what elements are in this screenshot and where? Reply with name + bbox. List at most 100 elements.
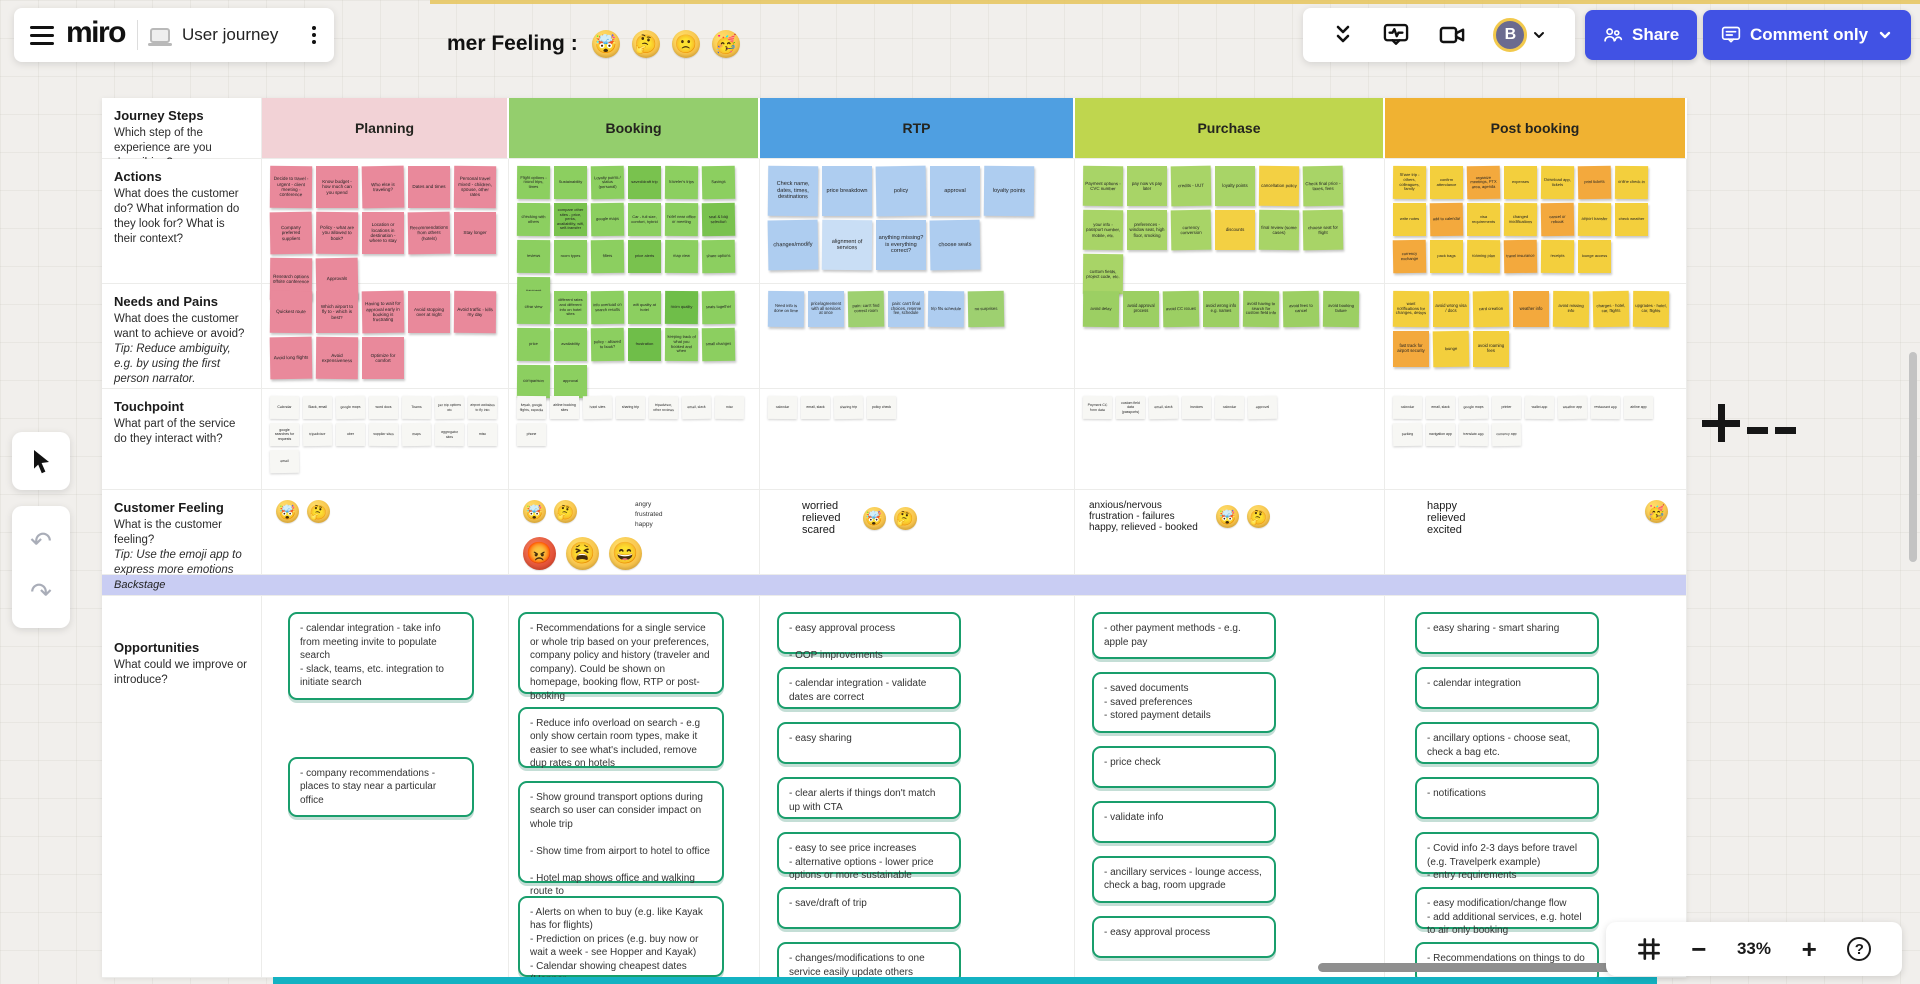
sticky-note[interactable]: preferences - window seat, high floor, s… bbox=[1127, 210, 1167, 250]
opportunity-card[interactable]: - saved documents - saved preferences - … bbox=[1092, 672, 1276, 733]
sticky-note[interactable]: room quality bbox=[664, 290, 699, 325]
sticky-note[interactable]: seats together bbox=[701, 290, 736, 325]
sticky-note[interactable]: maps bbox=[401, 422, 432, 447]
sticky-note[interactable]: no surprises bbox=[967, 290, 1005, 328]
sticky-note[interactable]: Need info is done on time bbox=[767, 290, 805, 328]
board-title[interactable]: User journey bbox=[182, 25, 279, 44]
sticky-note[interactable]: misc bbox=[468, 423, 497, 446]
opportunity-card[interactable]: - changes/modifications to one service e… bbox=[777, 942, 961, 977]
sticky-note[interactable]: Avoid stopping over at night bbox=[408, 291, 450, 333]
sticky-note[interactable]: fast track for airport security bbox=[1393, 331, 1429, 367]
sticky-note[interactable]: Location or locations in destination - w… bbox=[362, 212, 404, 254]
sticky-note[interactable]: lounge bbox=[1432, 330, 1470, 368]
sticky-note[interactable]: per trip options etc bbox=[434, 395, 465, 420]
opportunity-card[interactable]: - Reduce info overload on search - e.g o… bbox=[518, 706, 724, 769]
sticky-note[interactable]: checking with others bbox=[516, 202, 551, 237]
column-header-booking[interactable]: Booking bbox=[509, 98, 760, 159]
sticky-note[interactable]: approval bbox=[930, 166, 980, 216]
opportunity-card[interactable]: - ancillary services - lounge access, ch… bbox=[1092, 855, 1276, 903]
opportunity-card[interactable]: - Show ground transport options during s… bbox=[518, 780, 724, 897]
emoji-sticker[interactable]: 🤯 bbox=[523, 500, 546, 523]
sticky-note[interactable]: credits - UUT bbox=[1170, 165, 1212, 207]
sticky-note[interactable]: Recommendations from others (hotels) bbox=[407, 211, 451, 255]
comment-only-button[interactable]: Comment only bbox=[1703, 10, 1912, 60]
sticky-note[interactable]: Calendar bbox=[269, 395, 300, 420]
sticky-note[interactable]: google maps bbox=[590, 202, 625, 237]
sticky-note[interactable]: Who else is traveling? bbox=[361, 165, 405, 209]
emoji-sticker[interactable]: 😫 bbox=[566, 537, 599, 571]
sticky-note[interactable]: Know budget - how much can you spend bbox=[316, 166, 358, 208]
sticky-note[interactable]: online check-in bbox=[1614, 165, 1649, 200]
opportunity-card[interactable]: - easy to see price increases - alternat… bbox=[777, 832, 961, 881]
sticky-note[interactable]: airport transfer bbox=[1577, 202, 1612, 237]
column-header-rtp[interactable]: RTP bbox=[760, 98, 1075, 159]
journey-map-frame[interactable]: Journey Steps Which step of the experienc… bbox=[102, 98, 1687, 978]
sticky-note[interactable]: parking bbox=[1392, 422, 1423, 447]
sticky-note[interactable]: avoid CC issues bbox=[1162, 290, 1200, 328]
sticky-note[interactable]: availability bbox=[554, 328, 587, 361]
sticky-note[interactable]: avoid wrong info e.g. names bbox=[1203, 291, 1239, 327]
sticky-note[interactable]: choose seats bbox=[929, 219, 981, 271]
feeling-note[interactable]: worried relieved scared bbox=[802, 500, 841, 536]
sticky-note[interactable]: reviews bbox=[516, 239, 551, 274]
sticky-note[interactable]: Quickest route bbox=[269, 290, 313, 334]
sticky-note[interactable]: Avoid long flights bbox=[269, 336, 313, 380]
feeling-note[interactable]: happy relieved excited bbox=[1427, 500, 1466, 536]
sticky-note[interactable]: supplier sites bbox=[368, 422, 399, 447]
main-menu-icon[interactable] bbox=[30, 25, 54, 45]
avatar-chevron-icon[interactable] bbox=[1531, 27, 1547, 43]
sticky-note[interactable]: price/agreement with all services at onc… bbox=[808, 291, 844, 327]
reactions-icon[interactable] bbox=[1382, 21, 1410, 49]
sticky-note[interactable]: Payment CC form data bbox=[1082, 395, 1113, 420]
sticky-note[interactable]: small changes bbox=[701, 327, 736, 362]
sticky-note[interactable]: Car - full size, comfort, hybrid bbox=[628, 203, 661, 236]
sticky-note[interactable]: Having to wait for approval early in boo… bbox=[361, 290, 405, 334]
sticky-note[interactable]: organize meetings, PTX area, agenda bbox=[1466, 165, 1501, 200]
sticky-note[interactable]: Slack, email bbox=[303, 396, 332, 419]
sticky-note[interactable]: receipts bbox=[1540, 239, 1575, 274]
sticky-note[interactable]: choose seat for flight bbox=[1302, 209, 1344, 251]
sticky-note[interactable]: email, slack bbox=[681, 395, 712, 420]
opportunity-card[interactable]: - calendar integration - validate dates … bbox=[777, 667, 961, 709]
sticky-note[interactable]: write notes bbox=[1393, 203, 1426, 236]
sticky-note[interactable]: policy check bbox=[867, 396, 896, 419]
opportunity-card[interactable]: - easy approval process - OOP improvemen… bbox=[777, 612, 961, 661]
sticky-note[interactable]: travel insurance bbox=[1503, 239, 1538, 274]
sticky-note[interactable]: discounts bbox=[1215, 210, 1255, 250]
sticky-note[interactable]: email bbox=[269, 449, 300, 474]
column-header-planning[interactable]: Planning bbox=[262, 98, 509, 159]
emoji-sticker[interactable]: 🥳 bbox=[1645, 500, 1668, 523]
sticky-note[interactable]: printer bbox=[1492, 396, 1521, 419]
emoji-sticker[interactable]: 😡 bbox=[523, 537, 556, 571]
sticky-note[interactable]: kayak, google flights, expedia bbox=[516, 395, 547, 420]
sticky-note[interactable]: loyalty points bbox=[983, 165, 1035, 217]
sticky-note[interactable]: tripadvisor bbox=[302, 422, 333, 447]
opportunity-card[interactable]: - other payment methods - e.g. apple pay bbox=[1092, 612, 1276, 659]
emoji-sticker[interactable]: 🤯 bbox=[276, 500, 299, 523]
video-chat-icon[interactable] bbox=[1438, 21, 1466, 49]
zoom-level[interactable]: 33% bbox=[1736, 939, 1771, 958]
sticky-note[interactable]: changed modifications bbox=[1503, 202, 1538, 237]
horizontal-scrollbar[interactable] bbox=[1318, 963, 1656, 972]
emoji-sticker[interactable]: 🙁 bbox=[671, 30, 700, 58]
sticky-note[interactable]: avoid booking failure bbox=[1322, 290, 1360, 328]
emoji-sticker[interactable]: 🤔 bbox=[631, 30, 660, 58]
opportunity-card[interactable]: - calendar integration bbox=[1415, 667, 1599, 709]
sticky-note[interactable]: wifi quality at hotel bbox=[628, 291, 661, 324]
sticky-note[interactable]: pain: can't find correct room bbox=[847, 290, 885, 328]
sticky-note[interactable]: Loyalty points / status (personal) bbox=[590, 165, 625, 200]
sticky-note[interactable]: phone bbox=[517, 423, 546, 446]
share-button[interactable]: Share bbox=[1585, 10, 1698, 60]
opportunity-card[interactable]: - clear alerts if things don't match up … bbox=[777, 777, 961, 819]
sticky-note[interactable]: roaming plan bbox=[1466, 239, 1501, 274]
sticky-note[interactable]: price bbox=[516, 327, 551, 362]
sticky-note[interactable]: saved/draft trip bbox=[628, 166, 661, 199]
sticky-note[interactable]: frustration bbox=[628, 328, 661, 361]
emoji-sticker[interactable]: 🤔 bbox=[1246, 505, 1270, 528]
sticky-note[interactable]: pain: can't final choices, reserve fee, … bbox=[888, 291, 924, 327]
feeling-note[interactable]: anxious/nervous frustration - failures h… bbox=[1089, 500, 1198, 533]
sticky-note[interactable]: confirm attendance bbox=[1430, 166, 1463, 199]
avatar[interactable]: B bbox=[1493, 18, 1528, 52]
zoom-in-button[interactable]: + bbox=[1801, 934, 1817, 964]
sticky-note[interactable]: google maps bbox=[335, 395, 366, 420]
